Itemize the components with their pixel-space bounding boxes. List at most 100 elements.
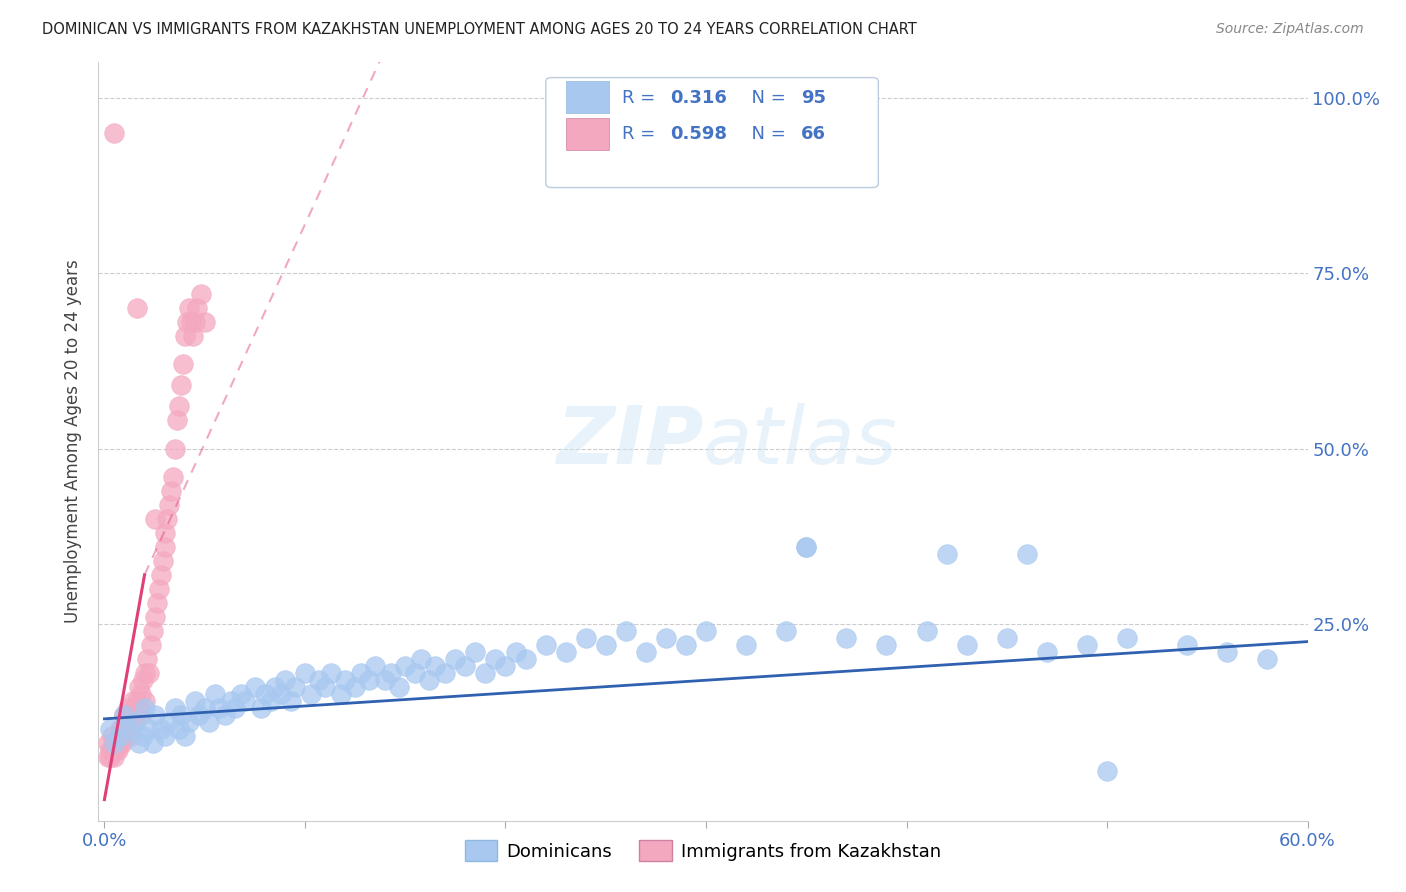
Point <box>595 638 617 652</box>
Point <box>128 680 150 694</box>
Point <box>128 701 150 715</box>
Point <box>388 680 411 694</box>
Point <box>110 736 132 750</box>
Point <box>264 680 287 694</box>
Point <box>1076 638 1098 652</box>
Point <box>105 743 128 757</box>
Point <box>114 708 136 723</box>
Point <box>775 624 797 639</box>
Point <box>142 736 165 750</box>
Text: atlas: atlas <box>703 402 898 481</box>
Point <box>100 743 122 757</box>
Point <box>124 701 146 715</box>
Point <box>163 701 186 715</box>
Point <box>128 736 150 750</box>
Point <box>101 730 124 744</box>
Point <box>411 652 433 666</box>
Point <box>308 673 330 688</box>
Point <box>143 610 166 624</box>
Point <box>100 750 122 764</box>
Point <box>675 638 697 652</box>
Point <box>153 730 176 744</box>
FancyBboxPatch shape <box>546 78 879 187</box>
Point <box>233 694 256 708</box>
Point <box>138 723 160 737</box>
Point <box>186 301 208 315</box>
Point <box>111 723 134 737</box>
Point <box>484 652 506 666</box>
Point <box>181 329 204 343</box>
Point <box>169 708 191 723</box>
Point <box>935 547 957 561</box>
Point <box>183 315 205 329</box>
Point <box>284 680 307 694</box>
Point <box>464 645 486 659</box>
Point <box>956 638 979 652</box>
Point <box>173 329 195 343</box>
Point <box>177 301 200 315</box>
Point <box>197 715 219 730</box>
Point <box>107 730 129 744</box>
Point <box>145 596 167 610</box>
Point <box>115 730 138 744</box>
Point <box>100 723 122 737</box>
Point <box>117 723 139 737</box>
Point <box>190 287 212 301</box>
Point <box>614 624 637 639</box>
Point <box>280 694 302 708</box>
Point <box>350 666 373 681</box>
Text: N =: N = <box>741 126 792 144</box>
Point <box>110 723 132 737</box>
Point <box>152 554 174 568</box>
FancyBboxPatch shape <box>567 81 609 113</box>
Point <box>120 730 142 744</box>
Text: R =: R = <box>621 89 661 107</box>
Text: R =: R = <box>621 126 661 144</box>
Point <box>243 680 266 694</box>
Point <box>139 638 162 652</box>
Point <box>142 624 165 639</box>
Point <box>1175 638 1198 652</box>
Point <box>214 708 236 723</box>
Point <box>319 666 342 681</box>
Point <box>380 666 402 681</box>
Point <box>374 673 396 688</box>
Text: 66: 66 <box>801 126 825 144</box>
Point <box>97 750 120 764</box>
Point <box>121 694 143 708</box>
Point <box>101 743 124 757</box>
Point <box>129 708 152 723</box>
Point <box>134 666 156 681</box>
Point <box>107 743 129 757</box>
Point <box>1095 764 1118 779</box>
Point <box>534 638 557 652</box>
Point <box>253 687 276 701</box>
Point <box>166 413 188 427</box>
Point <box>1216 645 1239 659</box>
Point <box>404 666 426 681</box>
Point <box>149 723 172 737</box>
Point <box>344 680 367 694</box>
Point <box>515 652 537 666</box>
Point <box>149 568 172 582</box>
Point <box>333 673 356 688</box>
Point <box>115 715 138 730</box>
Point <box>114 708 136 723</box>
Point <box>114 730 136 744</box>
Point <box>148 582 170 596</box>
Point <box>159 483 181 498</box>
Point <box>162 469 184 483</box>
Point <box>143 512 166 526</box>
Point <box>125 694 148 708</box>
Point <box>364 659 387 673</box>
Point <box>875 638 897 652</box>
Point <box>153 525 176 540</box>
Point <box>219 694 242 708</box>
Point <box>655 631 678 645</box>
Point <box>995 631 1018 645</box>
Point <box>454 659 477 673</box>
Point <box>418 673 440 688</box>
Point <box>434 666 457 681</box>
Point <box>1015 547 1038 561</box>
Point <box>153 540 176 554</box>
